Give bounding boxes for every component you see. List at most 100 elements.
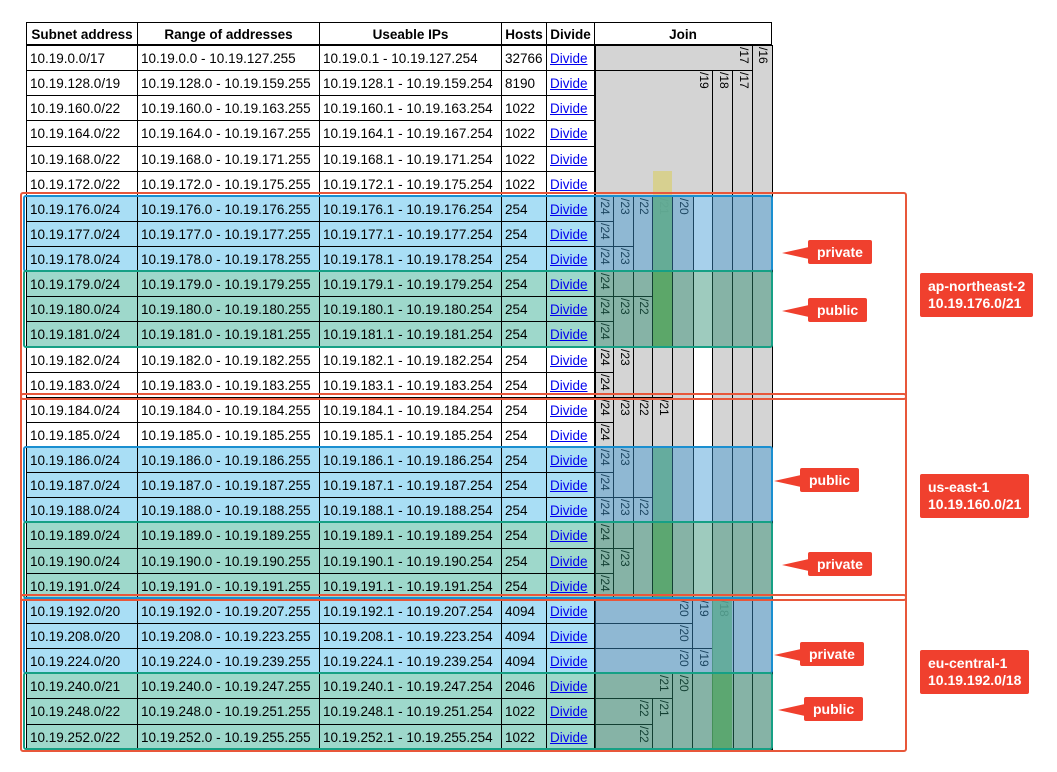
divide-link[interactable]: Divide xyxy=(546,220,595,248)
join-cell[interactable]: /17 xyxy=(595,45,754,72)
subnet-cell: 10.19.160.0/22 xyxy=(26,95,138,122)
divide-link-text[interactable]: Divide xyxy=(550,427,588,443)
divide-link-text[interactable]: Divide xyxy=(550,704,588,720)
hosts-cell: 1022 xyxy=(501,698,547,725)
region-label: us-east-1 10.19.160.0/21 xyxy=(920,474,1030,518)
subnet-cell: 10.19.184.0/24 xyxy=(26,396,138,423)
divide-link-text[interactable]: Divide xyxy=(550,402,588,418)
divide-link-text[interactable]: Divide xyxy=(550,654,588,670)
divide-link[interactable]: Divide xyxy=(546,120,595,147)
divide-link[interactable]: Divide xyxy=(546,622,595,650)
region-outline xyxy=(20,191,907,400)
region-label: eu-central-1 10.19.192.0/18 xyxy=(920,650,1030,694)
join-prefix-label[interactable]: /16 xyxy=(756,47,770,64)
divide-link-text[interactable]: Divide xyxy=(550,729,588,745)
divide-link-text[interactable]: Divide xyxy=(550,453,588,469)
usable-ips-cell: 10.19.252.1 - 10.19.255.254 xyxy=(319,723,502,750)
divide-link-text[interactable]: Divide xyxy=(550,628,588,644)
divide-link-text[interactable]: Divide xyxy=(550,553,588,569)
divide-link[interactable]: Divide xyxy=(546,597,595,624)
subnet-cell: 10.19.224.0/20 xyxy=(26,648,138,675)
divide-link-text[interactable]: Divide xyxy=(550,503,588,519)
header-divide: Divide xyxy=(546,22,595,45)
subnet-cell: 10.19.252.0/22 xyxy=(26,723,138,750)
usable-ips-cell: 10.19.164.1 - 10.19.167.254 xyxy=(319,120,502,147)
usable-ips-cell: 10.19.208.1 - 10.19.223.254 xyxy=(319,622,502,650)
divide-link-text[interactable]: Divide xyxy=(550,352,588,368)
divide-link[interactable]: Divide xyxy=(546,497,595,524)
subnet-cell: 10.19.168.0/22 xyxy=(26,145,138,172)
divide-link[interactable]: Divide xyxy=(546,346,595,373)
subnet-type-label: private xyxy=(817,244,863,260)
join-group-tint xyxy=(595,447,772,523)
divide-link-text[interactable]: Divide xyxy=(550,176,588,192)
hosts-cell: 254 xyxy=(501,246,547,273)
join-group-tint xyxy=(595,195,772,272)
hosts-cell: 32766 xyxy=(501,45,547,72)
subnet-cell: 10.19.188.0/24 xyxy=(26,497,138,524)
range-cell: 10.19.181.0 - 10.19.181.255 xyxy=(137,321,320,348)
divide-link-text[interactable]: Divide xyxy=(550,277,588,293)
region-cidr: 10.19.160.0/21 xyxy=(928,496,1022,512)
divide-link[interactable]: Divide xyxy=(546,698,595,725)
divide-link[interactable]: Divide xyxy=(546,195,595,222)
subnet-type-tag: private xyxy=(774,642,864,666)
divide-link-text[interactable]: Divide xyxy=(550,151,588,167)
join-prefix-label[interactable]: /17 xyxy=(737,72,751,89)
hosts-cell: 254 xyxy=(501,396,547,423)
divide-link-text[interactable]: Divide xyxy=(550,226,588,242)
divide-link-text[interactable]: Divide xyxy=(550,302,588,318)
join-group-tint xyxy=(595,271,772,347)
usable-ips-cell: 10.19.192.1 - 10.19.207.254 xyxy=(319,597,502,624)
join-prefix-label[interactable]: /19 xyxy=(697,72,711,89)
tag-pointer-icon xyxy=(782,559,809,571)
divide-link[interactable]: Divide xyxy=(546,723,595,750)
usable-ips-cell: 10.19.248.1 - 10.19.251.254 xyxy=(319,698,502,725)
divide-link[interactable]: Divide xyxy=(546,95,595,122)
divide-link-text[interactable]: Divide xyxy=(550,377,588,393)
divide-link[interactable]: Divide xyxy=(546,45,595,72)
divide-link-text[interactable]: Divide xyxy=(550,327,588,343)
hosts-cell: 4094 xyxy=(501,597,547,624)
divide-link-text[interactable]: Divide xyxy=(550,478,588,494)
range-cell: 10.19.0.0 - 10.19.127.255 xyxy=(137,45,320,72)
divide-link-text[interactable]: Divide xyxy=(550,126,588,142)
divide-link-text[interactable]: Divide xyxy=(550,76,588,92)
divide-link[interactable]: Divide xyxy=(546,70,595,97)
hosts-cell: 254 xyxy=(501,195,547,222)
region-name: eu-central-1 xyxy=(928,655,1008,671)
divide-link-text[interactable]: Divide xyxy=(550,603,588,619)
tag-pointer-icon xyxy=(782,305,809,317)
join-group-tint xyxy=(595,522,772,598)
subnet-type-label: private xyxy=(817,556,863,572)
range-cell: 10.19.180.0 - 10.19.180.255 xyxy=(137,296,320,323)
region-label: ap-northeast-2 10.19.176.0/21 xyxy=(920,273,1034,317)
divide-link-text[interactable]: Divide xyxy=(550,679,588,695)
join-prefix-label[interactable]: /18 xyxy=(717,72,731,89)
hosts-cell: 254 xyxy=(501,547,547,574)
divide-link[interactable]: Divide xyxy=(546,296,595,323)
hosts-cell: 4094 xyxy=(501,648,547,675)
tag-pointer-icon xyxy=(774,649,801,661)
divide-link[interactable]: Divide xyxy=(546,321,595,348)
region-name: ap-northeast-2 xyxy=(928,278,1026,294)
hosts-cell: 254 xyxy=(501,220,547,248)
subnet-cell: 10.19.182.0/24 xyxy=(26,346,138,373)
region-outline xyxy=(20,593,907,752)
divide-link-text[interactable]: Divide xyxy=(550,201,588,217)
divide-link-text[interactable]: Divide xyxy=(550,252,588,268)
divide-link[interactable]: Divide xyxy=(546,246,595,273)
divide-link-text[interactable]: Divide xyxy=(550,528,588,544)
divide-link-text[interactable]: Divide xyxy=(550,101,588,117)
usable-ips-cell: 10.19.179.1 - 10.19.179.254 xyxy=(319,271,502,298)
divide-link-text[interactable]: Divide xyxy=(550,578,588,594)
divide-link[interactable]: Divide xyxy=(546,547,595,574)
header-useable-ips: Useable IPs xyxy=(319,22,502,45)
divide-link[interactable]: Divide xyxy=(546,673,595,700)
divide-link[interactable]: Divide xyxy=(546,145,595,172)
divide-link[interactable]: Divide xyxy=(546,648,595,675)
join-prefix-label[interactable]: /17 xyxy=(737,47,751,64)
divide-link-text[interactable]: Divide xyxy=(550,51,588,66)
range-cell: 10.19.189.0 - 10.19.189.255 xyxy=(137,522,320,549)
join-cell[interactable]: /20 xyxy=(595,648,694,675)
